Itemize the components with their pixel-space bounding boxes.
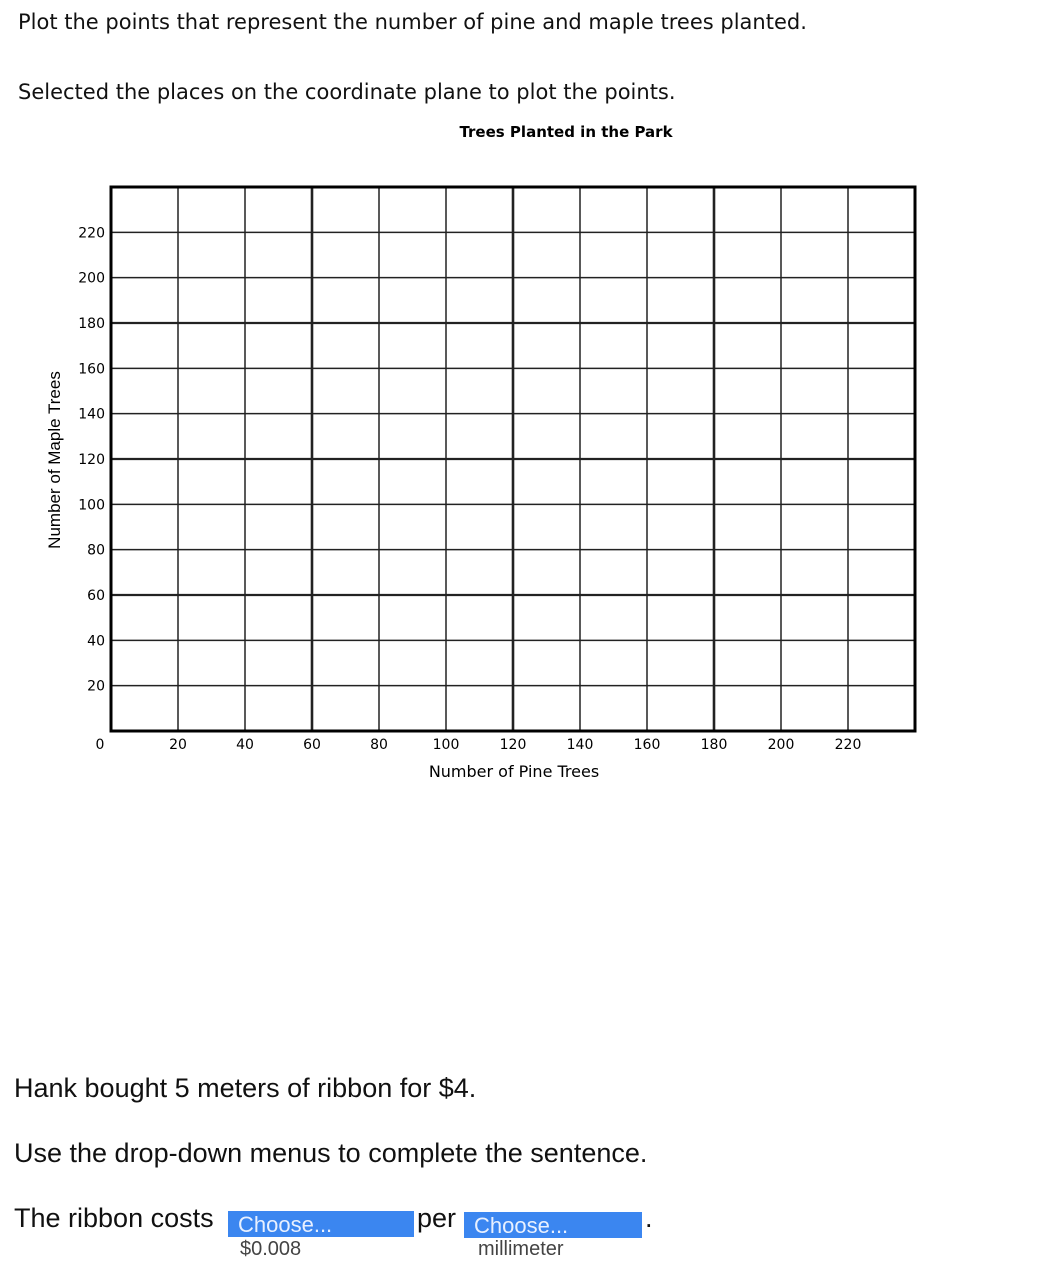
unit-option[interactable]: millimeter [478, 1238, 564, 1260]
y-tick-label: 100 [78, 497, 105, 513]
y-tick-label: 200 [78, 271, 105, 287]
x-tick-label: 100 [433, 737, 460, 753]
y-axis-label: Number of Maple Trees [45, 371, 64, 549]
sentence-end: . [645, 1203, 653, 1233]
y-tick-label: 180 [78, 316, 105, 332]
price-dropdown[interactable]: Choose... [228, 1211, 414, 1237]
x-tick-label: 20 [169, 737, 187, 753]
x-tick-label: 40 [236, 737, 254, 753]
x-tick-label: 120 [500, 737, 527, 753]
y-tick-label: 140 [78, 407, 105, 423]
x-tick-label: 140 [567, 737, 594, 753]
chart-title: Trees Planted in the Park [459, 123, 673, 141]
coordinate-plane[interactable]: Trees Planted in the Park 0 20 40 60 80 100 12… [0, 110, 1042, 800]
y-tick-label: 160 [78, 361, 105, 377]
sentence-per: per [417, 1203, 457, 1233]
y-tick-label: 220 [78, 225, 105, 241]
question-instruction: Selected the places on the coordinate pl… [18, 80, 676, 104]
ribbon-prompt: Hank bought 5 meters of ribbon for $4. [14, 1073, 477, 1103]
y-tick-label: 80 [87, 543, 105, 559]
unit-dropdown[interactable]: Choose... [464, 1212, 642, 1238]
ribbon-instruction: Use the drop-down menus to complete the … [14, 1138, 648, 1168]
question-prompt: Plot the points that represent the numbe… [18, 10, 807, 34]
sentence-start: The ribbon costs [14, 1203, 214, 1233]
x-tick-label: 80 [370, 737, 388, 753]
price-option[interactable]: $0.008 [240, 1238, 302, 1260]
y-tick-label: 60 [87, 588, 105, 604]
y-tick-label: 120 [78, 452, 105, 468]
x-tick-label: 60 [303, 737, 321, 753]
y-tick-label: 40 [87, 633, 105, 649]
plot-border [109, 185, 917, 733]
x-tick-label: 180 [701, 737, 728, 753]
x-tick-label: 220 [835, 737, 862, 753]
x-tick-label: 0 [96, 737, 105, 753]
y-tick-label: 20 [87, 679, 105, 695]
x-tick-label: 160 [634, 737, 661, 753]
x-axis-label: Number of Pine Trees [429, 762, 599, 781]
x-tick-label: 200 [768, 737, 795, 753]
